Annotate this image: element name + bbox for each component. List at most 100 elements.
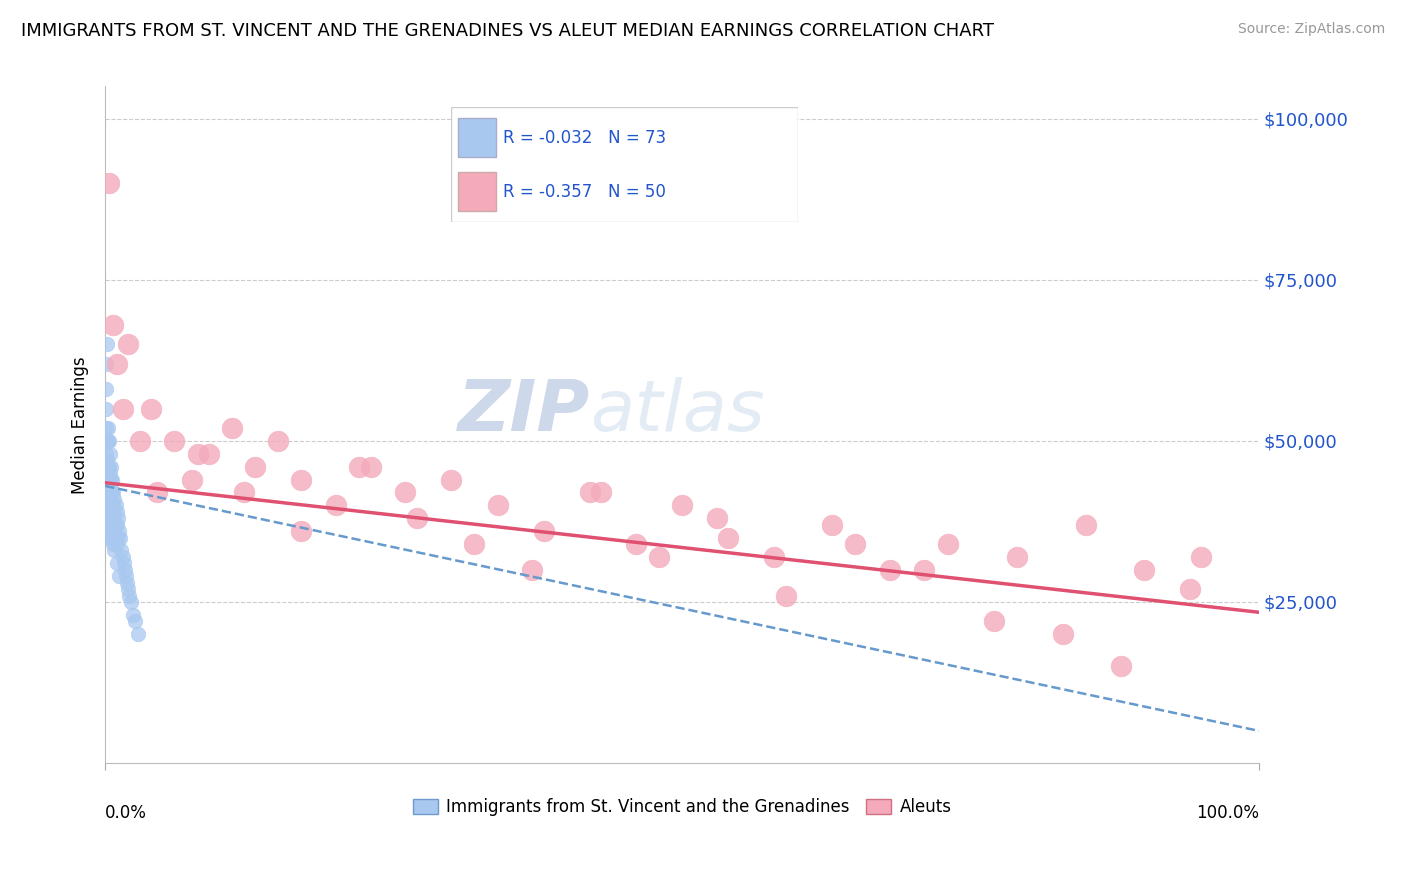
Point [103, 485, 125, 500]
Point [105, 505, 128, 519]
Point [98, 466, 121, 480]
Point [101, 473, 124, 487]
Point [103, 491, 125, 506]
Point [763, 549, 786, 564]
Point [96, 453, 118, 467]
Point [97, 505, 120, 519]
Point [107, 511, 129, 525]
Point [198, 447, 221, 461]
Point [120, 595, 142, 609]
Point [360, 459, 382, 474]
Point [100, 485, 122, 500]
Point [111, 549, 134, 564]
Point [98, 491, 121, 506]
Point [1005, 549, 1028, 564]
Point [98, 517, 121, 532]
Point [245, 459, 267, 474]
Point [96, 498, 118, 512]
Point [180, 473, 202, 487]
Point [290, 524, 312, 538]
Point [844, 537, 866, 551]
Point [463, 537, 485, 551]
Point [533, 524, 555, 538]
Point [1074, 517, 1097, 532]
Point [1189, 549, 1212, 564]
Point [440, 473, 463, 487]
Point [347, 459, 370, 474]
Point [124, 615, 146, 629]
Point [186, 447, 208, 461]
Point [96, 401, 118, 416]
Point [671, 498, 693, 512]
Point [118, 589, 141, 603]
Point [105, 557, 128, 571]
Point [221, 421, 243, 435]
Point [1132, 563, 1154, 577]
Point [127, 627, 149, 641]
Point [1109, 659, 1132, 673]
Point [107, 531, 129, 545]
Point [486, 498, 509, 512]
Point [648, 549, 671, 564]
Point [100, 498, 122, 512]
Point [96, 479, 118, 493]
Point [103, 498, 125, 512]
Point [1178, 582, 1201, 596]
Point [100, 459, 122, 474]
Point [624, 537, 647, 551]
Point [122, 607, 145, 622]
Point [114, 563, 136, 577]
Point [405, 511, 427, 525]
Point [717, 531, 740, 545]
Point [104, 517, 127, 532]
Point [98, 447, 121, 461]
Point [96, 459, 118, 474]
Point [98, 524, 121, 538]
Point [146, 485, 169, 500]
Point [115, 569, 138, 583]
Point [97, 459, 120, 474]
Point [101, 485, 124, 500]
Point [394, 485, 416, 500]
Point [96, 337, 118, 351]
Point [108, 569, 131, 583]
Point [105, 357, 128, 371]
Point [97, 498, 120, 512]
Text: IMMIGRANTS FROM ST. VINCENT AND THE GRENADINES VS ALEUT MEDIAN EARNINGS CORRELAT: IMMIGRANTS FROM ST. VINCENT AND THE GREN… [21, 22, 994, 40]
Point [232, 485, 254, 500]
Point [821, 517, 844, 532]
Point [100, 524, 122, 538]
Point [96, 434, 118, 448]
Point [104, 498, 127, 512]
Point [914, 563, 936, 577]
Point [103, 318, 125, 332]
Point [98, 479, 121, 493]
Point [103, 517, 125, 532]
Point [105, 517, 128, 532]
Text: ZIP: ZIP [457, 376, 591, 446]
Point [97, 485, 120, 500]
Point [115, 575, 138, 590]
Point [325, 498, 347, 512]
Y-axis label: Median Earnings: Median Earnings [72, 356, 89, 493]
Point [100, 473, 122, 487]
Point [105, 537, 128, 551]
Point [267, 434, 290, 448]
Point [128, 434, 150, 448]
Point [111, 401, 134, 416]
Text: 0.0%: 0.0% [105, 804, 148, 822]
Point [103, 537, 125, 551]
Point [96, 479, 118, 493]
Point [97, 434, 120, 448]
Point [983, 615, 1005, 629]
Point [100, 517, 122, 532]
Point [117, 582, 139, 596]
Point [96, 421, 118, 435]
Point [98, 511, 121, 525]
Point [96, 511, 118, 525]
Point [101, 517, 124, 532]
Point [591, 485, 613, 500]
Point [1052, 627, 1074, 641]
Point [96, 491, 118, 506]
Text: atlas: atlas [591, 376, 765, 446]
